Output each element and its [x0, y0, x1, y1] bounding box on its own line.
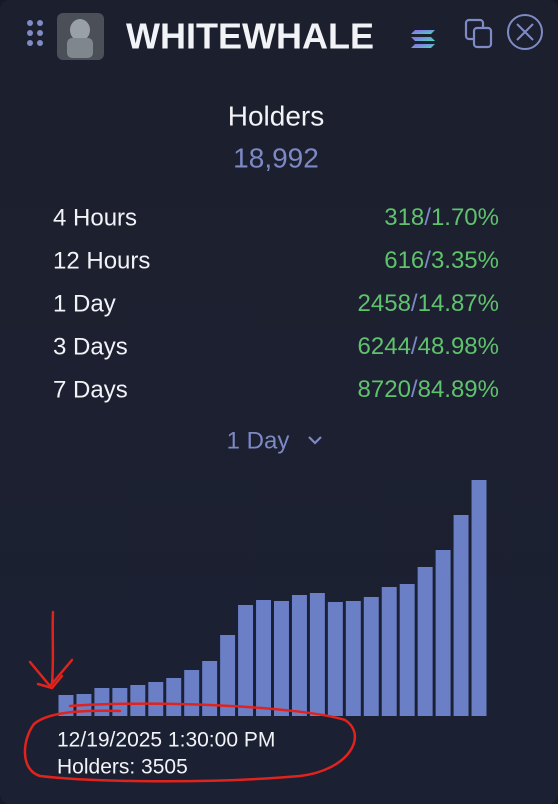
stat-count: 6244 [358, 333, 411, 360]
stat-period: 1 Day [53, 290, 116, 317]
tooltip-text: Holders: 3505 [57, 756, 188, 779]
stat-percent: 84.89% [418, 376, 499, 403]
drag-handle[interactable] [27, 20, 43, 46]
bar [363, 597, 379, 716]
stat-separator: / [424, 247, 431, 274]
bar [381, 587, 397, 716]
bar [417, 567, 433, 716]
stat-change: 2458/14.87% [358, 290, 499, 317]
copy-button[interactable] [464, 18, 493, 49]
stat-count: 616 [384, 247, 424, 274]
stat-count: 8720 [358, 376, 411, 403]
stat-period: 3 Days [53, 333, 128, 360]
bar [58, 695, 74, 716]
stat-period: 7 Days [53, 376, 128, 403]
stat-percent: 1.70% [431, 204, 499, 231]
stat-separator: / [411, 290, 418, 317]
bar [327, 602, 343, 716]
annotation [23, 610, 357, 783]
solana-icon [411, 30, 435, 48]
summary-value: 18,992 [233, 142, 319, 173]
bar [345, 601, 361, 716]
stat-percent: 3.35% [431, 247, 499, 274]
bar [130, 685, 146, 716]
bar [256, 600, 271, 716]
stat-percent: 14.87% [418, 290, 499, 317]
bar [202, 661, 218, 716]
range-label[interactable]: 1 Day [227, 427, 290, 454]
bar [184, 670, 200, 716]
bar [274, 601, 289, 716]
stat-change: 616/3.35% [384, 247, 499, 274]
bar [238, 605, 254, 716]
avatar [57, 13, 104, 60]
stat-separator: / [411, 376, 418, 403]
summary-label: Holders [228, 100, 324, 131]
stat-count: 318 [384, 204, 424, 231]
bar [399, 584, 415, 716]
bar [471, 480, 487, 716]
bar [435, 550, 451, 716]
stat-period: 12 Hours [53, 247, 150, 274]
stat-percent: 48.98% [418, 333, 499, 360]
range-selector[interactable]: 1 Day [227, 427, 322, 454]
stat-change: 8720/84.89% [358, 376, 499, 403]
stat-separator: / [411, 333, 418, 360]
bar [112, 688, 128, 716]
stat-change: 318/1.70% [384, 204, 499, 231]
token-title: WHITEWHALE [126, 16, 374, 57]
tooltip-date: 12/19/2025 1:30:00 PM [57, 729, 275, 752]
bar [291, 595, 307, 716]
bar [166, 678, 182, 716]
chevron [308, 436, 322, 445]
stat-change: 6244/48.98% [358, 333, 499, 360]
bar [220, 635, 236, 716]
bar [453, 515, 469, 716]
close-button[interactable] [507, 14, 543, 50]
stat-period: 4 Hours [53, 204, 137, 231]
bar [309, 593, 325, 716]
bar [94, 688, 110, 716]
bar [148, 682, 164, 716]
stat-count: 2458 [358, 290, 411, 317]
stat-separator: / [424, 204, 431, 231]
